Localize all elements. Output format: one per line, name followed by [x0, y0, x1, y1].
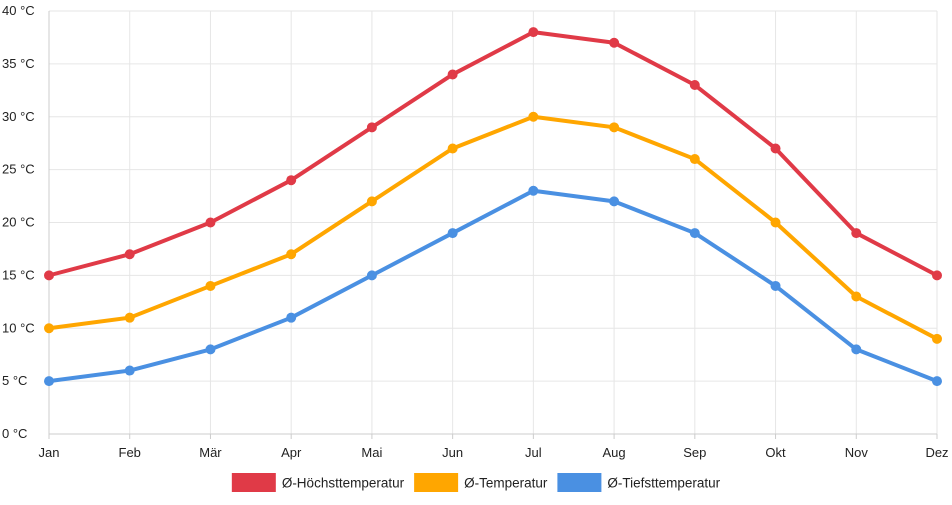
data-point[interactable] [528, 111, 539, 122]
legend-item[interactable]: Ø-Tiefsttemperatur [557, 473, 721, 492]
data-point[interactable] [124, 312, 135, 323]
x-tick-label: Dez [925, 445, 948, 460]
data-point[interactable] [851, 344, 862, 355]
legend-label: Ø-Höchsttemperatur [282, 476, 405, 491]
x-tick-label: Feb [119, 445, 141, 460]
data-point[interactable] [44, 376, 54, 387]
x-tick-label: Okt [765, 445, 786, 460]
y-tick-label: 35 °C [2, 56, 35, 71]
data-point[interactable] [932, 333, 942, 344]
legend-swatch [557, 473, 602, 492]
data-point[interactable] [44, 323, 54, 334]
data-point[interactable] [689, 228, 700, 239]
y-tick-label: 30 °C [2, 109, 35, 124]
data-point[interactable] [932, 376, 942, 387]
data-point[interactable] [770, 280, 781, 291]
data-point[interactable] [447, 143, 458, 154]
y-tick-label: 0 °C [2, 426, 27, 441]
data-point[interactable] [124, 249, 135, 260]
series-layer [44, 27, 942, 387]
x-tick-label: Jul [525, 445, 542, 460]
axis-layer: 0 °C 5 °C 10 °C 15 °C 20 °C 25 °C 30 °C 35 °C 40… [2, 3, 949, 460]
data-point[interactable] [205, 280, 216, 291]
y-tick-label: 25 °C [2, 162, 35, 177]
data-point[interactable] [528, 27, 539, 38]
data-point[interactable] [124, 365, 135, 376]
legend-label: Ø-Tiefsttemperatur [607, 476, 720, 491]
data-point[interactable] [609, 196, 620, 207]
series-line [47, 30, 939, 278]
x-tick-label: Mär [199, 445, 222, 460]
data-point[interactable] [44, 270, 54, 281]
y-tick-label: 15 °C [2, 267, 35, 282]
legend-swatch [414, 473, 459, 492]
data-point[interactable] [851, 228, 862, 239]
data-point[interactable] [609, 37, 620, 48]
data-point[interactable] [205, 344, 216, 355]
data-point[interactable] [366, 122, 377, 133]
data-point[interactable] [286, 175, 297, 186]
data-point[interactable] [851, 291, 862, 302]
x-tick-label: Jun [442, 445, 463, 460]
data-point[interactable] [770, 217, 781, 228]
x-tick-label: Apr [281, 445, 302, 460]
data-point[interactable] [366, 270, 377, 281]
legend-label: Ø-Temperatur [464, 476, 548, 491]
data-point[interactable] [447, 69, 458, 80]
legend[interactable]: Ø-Höchsttemperatur Ø-Temperatur Ø-Tiefstte… [231, 473, 721, 492]
y-tick-label: 40 °C [2, 3, 35, 18]
data-point[interactable] [528, 185, 539, 196]
legend-swatch [231, 473, 276, 492]
x-tick-label: Mai [361, 445, 382, 460]
series-line [47, 114, 939, 341]
data-point[interactable] [366, 196, 377, 207]
legend-item[interactable]: Ø-Höchsttemperatur [231, 473, 405, 492]
data-point[interactable] [609, 122, 620, 133]
data-point[interactable] [689, 80, 700, 91]
x-tick-label: Jan [39, 445, 60, 460]
x-tick-label: Sep [683, 445, 706, 460]
y-tick-label: 20 °C [2, 215, 35, 230]
series-0[interactable] [44, 27, 942, 281]
x-tick-label: Aug [603, 445, 626, 460]
data-point[interactable] [770, 143, 781, 154]
data-point[interactable] [689, 154, 700, 165]
series-1[interactable] [44, 111, 942, 344]
data-point[interactable] [286, 249, 297, 260]
series-2[interactable] [44, 185, 942, 387]
legend-item[interactable]: Ø-Temperatur [414, 473, 548, 492]
y-tick-label: 10 °C [2, 320, 35, 335]
data-point[interactable] [932, 270, 942, 281]
data-point[interactable] [286, 312, 297, 323]
grid-layer [48, 10, 938, 435]
series-line [47, 188, 939, 384]
y-tick-label: 5 °C [2, 373, 27, 388]
x-tick-label: Nov [845, 445, 869, 460]
data-point[interactable] [447, 228, 458, 239]
data-point[interactable] [205, 217, 216, 228]
